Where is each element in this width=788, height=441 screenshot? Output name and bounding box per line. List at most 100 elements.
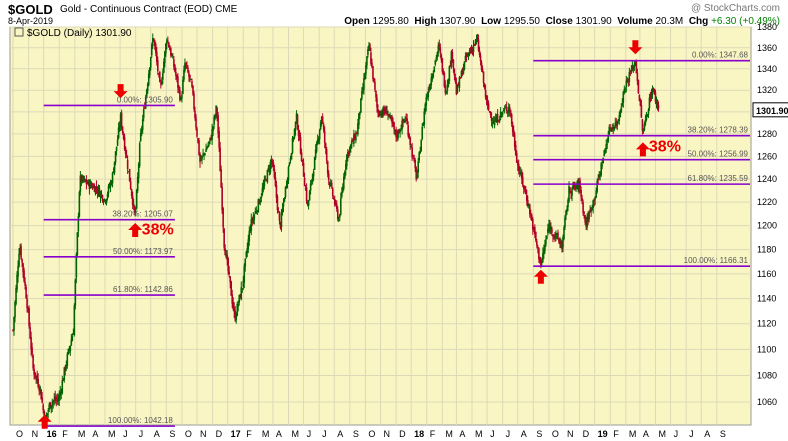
candle-body: [173, 59, 175, 67]
candle-body: [295, 113, 298, 124]
candle-body: [99, 192, 102, 198]
candle-body: [561, 245, 563, 249]
candle-body: [301, 159, 304, 162]
candle-body: [452, 59, 455, 69]
candle-body: [262, 185, 265, 190]
candle-body: [131, 195, 134, 206]
candle-body: [224, 248, 226, 256]
candle-body: [343, 176, 345, 189]
candle-body: [633, 63, 636, 68]
candle-body: [286, 178, 289, 185]
candle-body: [207, 145, 209, 147]
candle-body: [48, 404, 51, 410]
candle-body: [104, 200, 107, 203]
x-tick-label: O: [368, 429, 375, 439]
x-tick-label: M: [292, 429, 300, 439]
candle-body: [321, 116, 324, 123]
candle-body: [16, 274, 18, 290]
stockcharts-brand[interactable]: @ StockCharts.com: [690, 3, 780, 14]
candle-body: [449, 65, 452, 67]
candle-body: [385, 108, 387, 114]
candle-body: [318, 130, 321, 140]
y-tick-label: 1140: [757, 294, 776, 304]
candle-body: [494, 118, 497, 122]
candle-body: [365, 65, 367, 75]
candle-body: [451, 51, 454, 61]
candle-body: [225, 253, 227, 258]
candle-body: [94, 186, 97, 194]
candle-body: [482, 71, 485, 84]
close-value: 1301.90: [575, 16, 612, 27]
candle-body: [392, 121, 394, 125]
x-tick-label: O: [16, 429, 23, 439]
candle-body: [401, 120, 403, 130]
x-tick-label: S: [169, 429, 175, 439]
candle-body: [413, 158, 415, 161]
candle-body: [79, 175, 82, 192]
candle-body: [459, 77, 462, 79]
candle-body: [146, 83, 149, 92]
candle-body: [435, 57, 438, 60]
y-tick-label: 1060: [757, 397, 777, 407]
candle-body: [158, 73, 160, 75]
candle-body: [552, 234, 554, 237]
candle-body: [382, 108, 384, 117]
candle-body: [197, 138, 199, 143]
x-tick-label: O: [185, 429, 192, 439]
candle-body: [419, 151, 422, 154]
candle-body: [314, 149, 317, 158]
candle-body: [51, 402, 54, 406]
candle-body: [611, 127, 614, 129]
candle-body: [70, 339, 73, 346]
candle-body: [600, 163, 602, 176]
candle-body: [544, 244, 546, 252]
candle-body: [152, 38, 155, 42]
candle-body: [505, 106, 508, 111]
candle-body: [347, 152, 349, 157]
candle-body: [588, 212, 590, 220]
candle-body: [52, 400, 55, 403]
chart-header: $GOLD Gold - Continuous Contract (EOD) C…: [0, 0, 788, 27]
candle-body: [395, 129, 397, 138]
candle-body: [260, 196, 263, 198]
candle-body: [654, 92, 657, 102]
candle-body: [461, 70, 464, 75]
candle-body: [206, 147, 208, 149]
candle-body: [239, 294, 242, 299]
candle-body: [429, 83, 432, 91]
candle-body: [623, 88, 626, 93]
candle-body: [639, 100, 642, 106]
candle-body: [102, 201, 105, 203]
x-tick-label: J: [123, 429, 128, 439]
candle-body: [115, 146, 118, 152]
candle-body: [105, 198, 108, 204]
candle-body: [93, 186, 96, 192]
candle-body: [626, 79, 629, 81]
y-tick-label: 1160: [757, 269, 776, 279]
candle-body: [320, 116, 323, 124]
fib-label: 61.80%: 1235.59: [688, 174, 749, 183]
candle-body: [237, 304, 240, 307]
candle-body: [304, 187, 307, 190]
candle-body: [519, 171, 522, 175]
candle-body: [288, 162, 291, 165]
x-tick-label: M: [262, 429, 270, 439]
candle-body: [572, 184, 574, 189]
candle-body: [185, 62, 187, 66]
candle-body: [522, 185, 525, 189]
chart-date: 8-Apr-2019: [8, 16, 54, 26]
candle-body: [38, 388, 40, 391]
x-tick-label: A: [521, 429, 527, 439]
candle-body: [547, 228, 549, 234]
candle-body: [258, 200, 261, 205]
candle-body: [25, 286, 27, 299]
candle-body: [498, 119, 501, 122]
candle-body: [490, 117, 493, 122]
candle-body: [164, 51, 166, 64]
candle-body: [476, 37, 479, 40]
candle-body: [30, 337, 32, 350]
candle-body: [247, 239, 250, 250]
candle-body: [212, 126, 214, 131]
candle-body: [172, 57, 174, 59]
